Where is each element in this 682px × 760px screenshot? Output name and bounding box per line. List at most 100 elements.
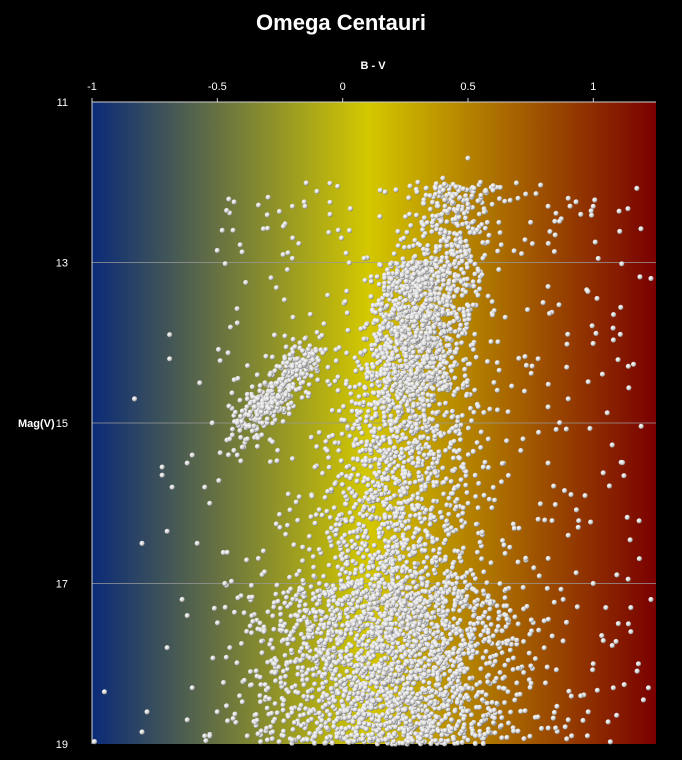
- data-point: [382, 280, 388, 286]
- data-point: [424, 555, 430, 561]
- data-point: [346, 739, 352, 745]
- data-point: [315, 377, 321, 383]
- data-point: [378, 372, 384, 378]
- data-point: [411, 403, 417, 409]
- data-point: [452, 708, 458, 714]
- data-point: [438, 286, 444, 292]
- data-point: [449, 717, 455, 723]
- data-point: [454, 504, 460, 510]
- data-point: [417, 643, 423, 649]
- data-point: [328, 525, 335, 531]
- data-point: [314, 653, 320, 659]
- data-point: [441, 277, 447, 284]
- data-point: [421, 402, 427, 408]
- data-point: [330, 432, 336, 439]
- data-point: [558, 586, 564, 592]
- data-point: [257, 620, 263, 626]
- data-point: [404, 690, 410, 696]
- data-point: [466, 312, 472, 318]
- data-point: [338, 578, 344, 584]
- data-point: [494, 387, 500, 393]
- data-point: [536, 627, 542, 633]
- data-point: [437, 546, 443, 552]
- data-point: [347, 714, 353, 720]
- data-point: [359, 663, 365, 669]
- data-point: [286, 411, 293, 417]
- data-point: [367, 507, 373, 513]
- data-point: [362, 277, 368, 283]
- data-point: [539, 725, 545, 732]
- data-point: [345, 696, 351, 702]
- data-point: [448, 479, 454, 485]
- data-point: [394, 603, 400, 609]
- data-point: [408, 686, 415, 692]
- data-point: [508, 709, 514, 715]
- data-point: [390, 621, 396, 627]
- data-point: [442, 623, 448, 629]
- data-point: [424, 733, 430, 739]
- data-point: [378, 722, 384, 728]
- data-point: [450, 455, 457, 461]
- data-point: [553, 667, 560, 673]
- data-point: [385, 710, 391, 716]
- data-point: [360, 732, 366, 738]
- data-point: [545, 725, 551, 731]
- data-point: [482, 225, 489, 231]
- data-point: [493, 652, 499, 658]
- data-point: [311, 564, 317, 570]
- data-point: [322, 671, 328, 677]
- data-point: [268, 637, 274, 643]
- data-point: [400, 432, 406, 438]
- data-point: [544, 664, 550, 670]
- data-point: [443, 599, 449, 605]
- data-point: [407, 552, 413, 559]
- data-point: [430, 417, 436, 423]
- data-point: [282, 600, 288, 606]
- data-point: [388, 440, 394, 446]
- data-point: [211, 605, 218, 612]
- data-point: [389, 689, 395, 696]
- data-point: [470, 205, 476, 211]
- data-point: [379, 657, 385, 663]
- data-point: [434, 226, 440, 232]
- data-point: [388, 339, 394, 345]
- data-point: [402, 707, 408, 713]
- data-point: [408, 223, 414, 229]
- data-point: [425, 243, 431, 249]
- data-point: [378, 664, 384, 670]
- data-point: [453, 184, 459, 190]
- data-point: [379, 638, 385, 644]
- data-point: [420, 233, 427, 239]
- data-point: [510, 636, 516, 642]
- data-point: [285, 714, 292, 720]
- data-point: [387, 463, 393, 469]
- data-point: [327, 515, 333, 521]
- data-point: [473, 354, 479, 360]
- data-point: [362, 610, 368, 616]
- data-point: [436, 682, 442, 688]
- data-point: [460, 505, 466, 511]
- data-point: [342, 532, 348, 538]
- data-point: [406, 445, 412, 451]
- data-point: [239, 699, 245, 705]
- data-point: [460, 604, 466, 610]
- data-point: [301, 693, 307, 700]
- data-point: [360, 692, 366, 698]
- data-point: [461, 270, 467, 276]
- data-point: [352, 570, 358, 577]
- data-point: [346, 658, 352, 664]
- data-point: [230, 716, 236, 722]
- data-point: [452, 603, 458, 609]
- data-point: [296, 494, 302, 500]
- data-point: [325, 530, 331, 536]
- data-point: [385, 506, 391, 512]
- data-point: [244, 628, 250, 635]
- data-point: [514, 641, 520, 647]
- data-point: [253, 712, 259, 718]
- data-point: [327, 712, 333, 718]
- data-point: [560, 638, 566, 644]
- data-point: [289, 685, 295, 691]
- data-point: [458, 628, 464, 634]
- data-point: [409, 259, 415, 265]
- data-point: [462, 366, 468, 372]
